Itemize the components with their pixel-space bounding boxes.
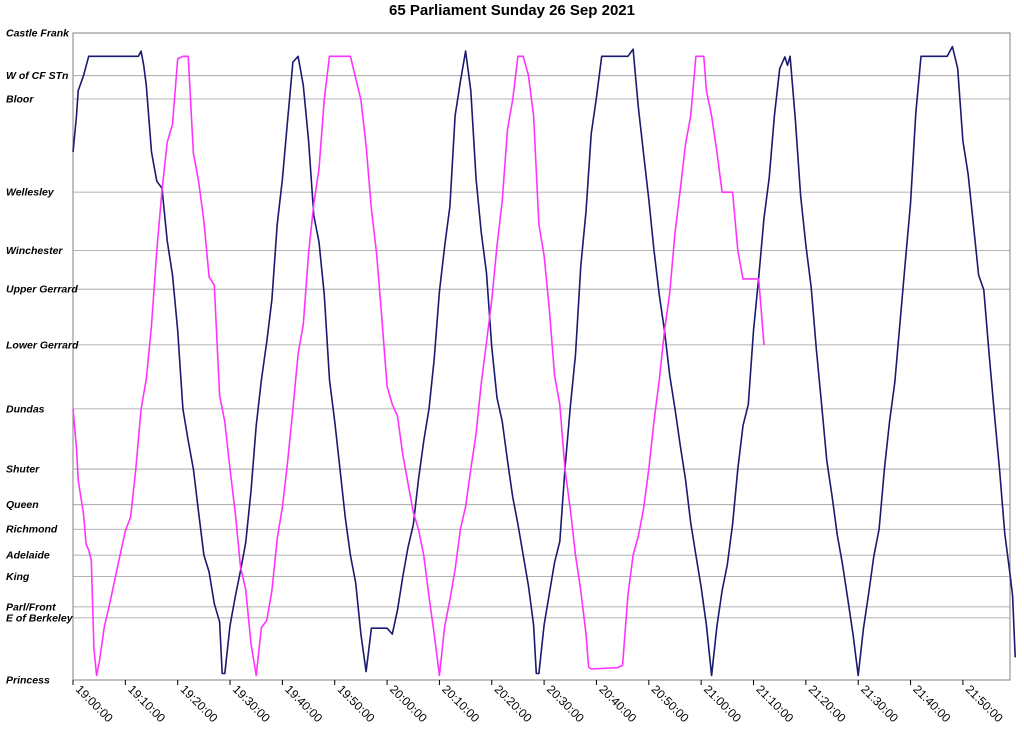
- x-tick-label: 20:10:00: [439, 682, 482, 725]
- stop-label: Winchester: [6, 245, 63, 257]
- stop-label: Wellesley: [6, 187, 55, 199]
- x-tick-label: 20:50:00: [649, 682, 692, 725]
- x-tick-label: 19:50:00: [335, 682, 378, 725]
- series-line-2: [72, 55, 765, 677]
- stop-label: Parl/Front: [6, 601, 56, 613]
- stop-label: Upper Gerrard: [6, 284, 78, 296]
- stop-label: Shuter: [6, 464, 40, 476]
- stop-label: King: [6, 571, 30, 583]
- stop-label: Queen: [6, 499, 39, 511]
- stop-label: W of CF STn: [6, 70, 68, 82]
- x-tick-label: 21:50:00: [963, 682, 1006, 725]
- stop-label: Lower Gerrard: [6, 339, 79, 351]
- x-tick-label: 21:10:00: [753, 682, 796, 725]
- x-tick-label: 19:10:00: [125, 682, 168, 725]
- stop-label: Richmond: [6, 524, 58, 536]
- plot-frame: [72, 32, 1011, 681]
- series-line-1: [72, 45, 1016, 677]
- x-tick-label: 21:20:00: [806, 682, 849, 725]
- x-tick-label: 20:20:00: [492, 682, 535, 725]
- x-tick-label: 21:30:00: [858, 682, 901, 725]
- x-tick-label: 20:00:00: [387, 682, 430, 725]
- stop-label: E of Berkeley: [6, 612, 74, 624]
- stop-label: Dundas: [6, 403, 45, 415]
- chart-title: 65 Parliament Sunday 26 Sep 2021: [389, 2, 635, 19]
- x-tick-label: 19:30:00: [230, 682, 273, 725]
- x-tick-label: 19:20:00: [178, 682, 221, 725]
- x-tick-label: 21:40:00: [910, 682, 953, 725]
- stop-label: Bloor: [6, 93, 34, 105]
- x-tick-label: 19:40:00: [282, 682, 325, 725]
- x-tick-label: 21:00:00: [701, 682, 744, 725]
- stop-label: Princess: [6, 675, 50, 687]
- x-tick-label: 20:40:00: [596, 682, 639, 725]
- x-tick-label: 20:30:00: [544, 682, 587, 725]
- x-tick-label: 19:00:00: [73, 682, 116, 725]
- stop-label: Adelaide: [5, 550, 50, 562]
- stop-label: Castle Frank: [6, 28, 70, 40]
